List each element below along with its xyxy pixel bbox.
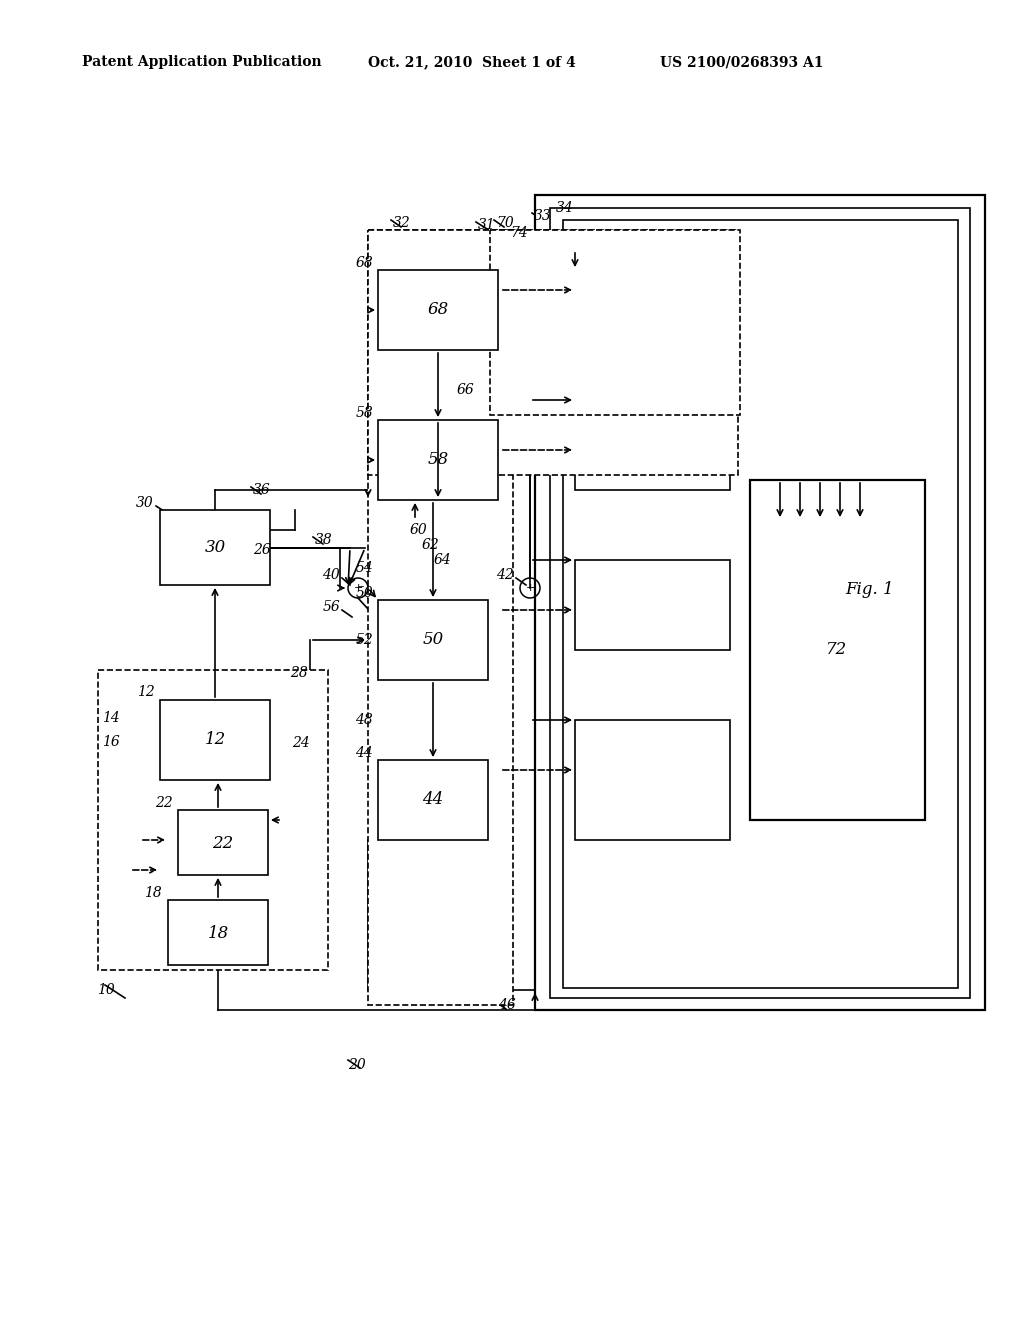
Text: Patent Application Publication: Patent Application Publication <box>82 55 322 69</box>
Bar <box>98 671 328 970</box>
Text: 12: 12 <box>137 685 155 700</box>
Text: 74: 74 <box>510 226 527 240</box>
Text: 56: 56 <box>323 601 340 614</box>
Text: Fig. 1: Fig. 1 <box>846 582 894 598</box>
Text: 22: 22 <box>156 796 173 810</box>
Bar <box>575 560 730 649</box>
Text: 66: 66 <box>457 383 475 397</box>
Text: 26: 26 <box>253 543 270 557</box>
Text: 54: 54 <box>355 561 373 576</box>
Bar <box>368 230 738 475</box>
Text: US 2100/0268393 A1: US 2100/0268393 A1 <box>660 55 823 69</box>
Text: 60: 60 <box>410 523 428 537</box>
Bar <box>378 760 488 840</box>
Text: 68: 68 <box>427 301 449 318</box>
Text: 31: 31 <box>478 218 496 232</box>
Text: 50: 50 <box>422 631 443 648</box>
Bar <box>750 480 925 820</box>
Bar <box>160 510 270 585</box>
Text: +: + <box>525 583 535 593</box>
Text: 46: 46 <box>498 998 516 1012</box>
Text: +: + <box>353 583 362 593</box>
Bar <box>535 195 985 1010</box>
Text: 68: 68 <box>355 256 373 271</box>
Text: 58: 58 <box>355 407 373 420</box>
Text: 10: 10 <box>97 983 115 997</box>
Text: 24: 24 <box>292 737 309 750</box>
Bar <box>550 209 970 998</box>
Text: 28: 28 <box>290 667 308 680</box>
Bar <box>490 230 740 414</box>
Text: 62: 62 <box>422 539 439 552</box>
Text: 16: 16 <box>102 735 120 748</box>
Text: 38: 38 <box>315 533 333 546</box>
Bar <box>178 810 268 875</box>
Text: 30: 30 <box>136 496 154 510</box>
Text: Oct. 21, 2010  Sheet 1 of 4: Oct. 21, 2010 Sheet 1 of 4 <box>368 55 575 69</box>
Text: 32: 32 <box>393 216 411 230</box>
Bar <box>160 700 270 780</box>
Text: 48: 48 <box>355 713 373 727</box>
Text: 30: 30 <box>205 540 225 557</box>
Text: 18: 18 <box>144 886 162 900</box>
Text: 34: 34 <box>556 201 573 215</box>
Bar <box>368 230 513 1005</box>
Text: 72: 72 <box>826 642 848 659</box>
Text: 58: 58 <box>427 451 449 469</box>
Bar <box>378 271 498 350</box>
Bar <box>575 719 730 840</box>
Bar <box>575 240 730 341</box>
Text: 52: 52 <box>355 634 373 647</box>
Text: 12: 12 <box>205 731 225 748</box>
Bar <box>378 420 498 500</box>
Text: 14: 14 <box>102 711 120 725</box>
Bar <box>168 900 268 965</box>
Bar <box>575 400 730 490</box>
Bar <box>378 601 488 680</box>
Text: 36: 36 <box>253 483 270 498</box>
Text: 40: 40 <box>323 568 340 582</box>
Bar <box>563 220 958 987</box>
Text: 22: 22 <box>212 834 233 851</box>
Text: 44: 44 <box>355 746 373 760</box>
Text: 64: 64 <box>434 553 452 568</box>
Text: 42: 42 <box>497 568 514 582</box>
Text: 20: 20 <box>348 1059 366 1072</box>
Text: 50: 50 <box>355 586 373 601</box>
Text: 70: 70 <box>496 216 514 230</box>
Text: 44: 44 <box>422 792 443 808</box>
Text: 33: 33 <box>534 209 552 223</box>
Text: 18: 18 <box>208 924 228 941</box>
